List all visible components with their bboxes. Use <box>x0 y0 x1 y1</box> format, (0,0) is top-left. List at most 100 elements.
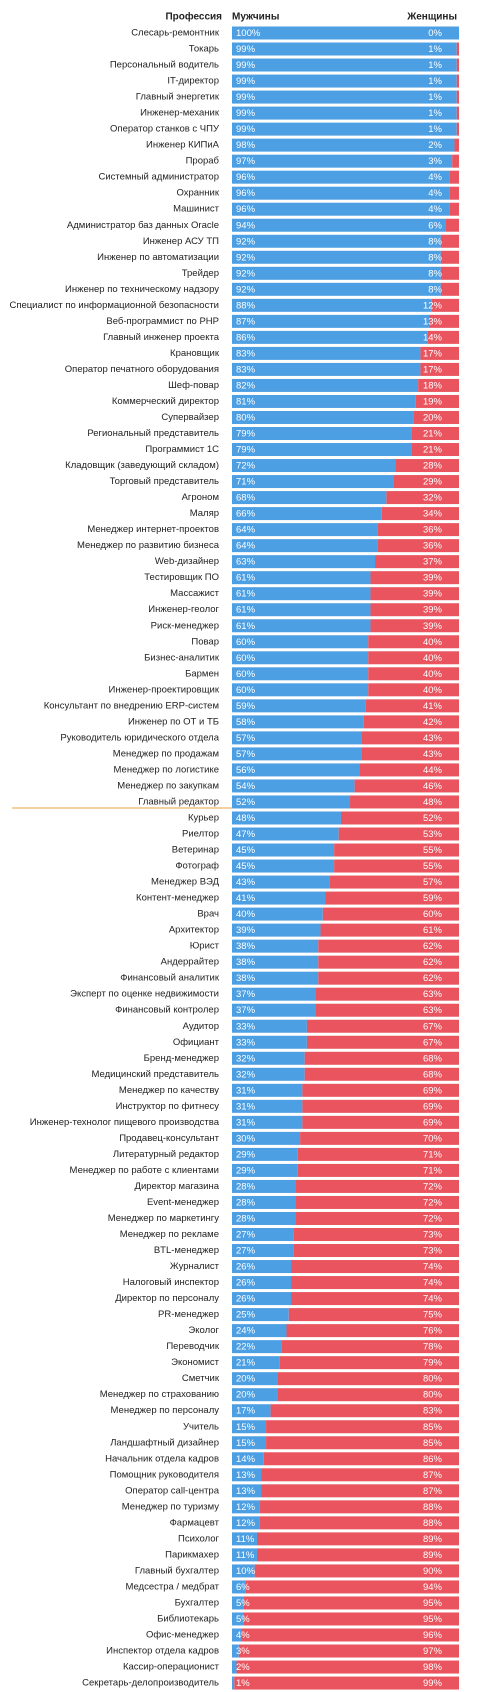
bar-segment <box>232 202 450 216</box>
bar-segment <box>325 891 459 905</box>
value-label: 97% <box>423 1646 443 1657</box>
value-label: 40% <box>423 685 443 696</box>
bar-segment <box>232 1051 305 1065</box>
value-label: 38% <box>236 957 256 968</box>
value-label: 44% <box>423 765 443 776</box>
value-label: 43% <box>423 733 443 744</box>
value-label: 62% <box>423 973 443 984</box>
bar-segment <box>293 1244 459 1258</box>
category-label: Инженер АСУ ТП <box>143 236 219 247</box>
bar-segment <box>381 507 459 521</box>
bar-segment <box>270 1404 459 1418</box>
bar-segment <box>238 1644 459 1658</box>
category-label: Инженер по техническому надзору <box>65 284 219 295</box>
category-label: Инженер по автоматизации <box>97 252 219 263</box>
category-label: Врач <box>197 909 219 920</box>
bar-segment <box>370 619 459 633</box>
bar-segment <box>232 1388 278 1402</box>
value-label: 57% <box>423 877 443 888</box>
bar-segment <box>232 1115 303 1129</box>
bar-segment <box>449 186 459 200</box>
value-label: 89% <box>423 1550 443 1561</box>
bar-segment <box>295 1179 459 1193</box>
category-label: Кассир-операционист <box>123 1662 220 1673</box>
bar-segment <box>318 971 459 985</box>
value-label: 33% <box>236 1021 256 1032</box>
value-label: 5% <box>236 1598 250 1609</box>
value-label: 73% <box>423 1246 443 1257</box>
category-label: Оператор call-центра <box>125 1485 220 1496</box>
value-label: 8% <box>428 236 442 247</box>
value-label: 88% <box>236 300 256 311</box>
bar-segment <box>393 475 459 489</box>
value-label: 55% <box>423 845 443 856</box>
value-label: 92% <box>236 268 256 279</box>
bar-segment <box>232 1099 303 1113</box>
value-label: 10% <box>236 1566 256 1577</box>
value-label: 71% <box>236 477 256 488</box>
bar-segment <box>232 362 421 376</box>
category-label: Менеджер по продажам <box>113 748 219 759</box>
bar-segment <box>232 763 360 777</box>
value-label: 20% <box>236 1374 256 1385</box>
bar-segment <box>232 539 378 553</box>
value-label: 69% <box>423 1117 443 1128</box>
value-label: 61% <box>236 605 256 616</box>
value-label: 92% <box>236 236 256 247</box>
legend-entry: Мужчины <box>232 12 279 23</box>
category-label: Агроном <box>182 492 219 503</box>
bar-segment <box>370 603 459 617</box>
bar-segment <box>232 410 414 424</box>
bar-segment <box>293 1228 459 1241</box>
value-label: 52% <box>236 797 256 808</box>
bar-segment <box>232 603 371 617</box>
value-label: 12% <box>236 1502 256 1513</box>
bar-segment <box>368 635 459 649</box>
value-label: 95% <box>423 1598 443 1609</box>
value-label: 37% <box>423 557 443 568</box>
value-label: 41% <box>236 893 256 904</box>
category-label: Ландшафтный дизайнер <box>110 1437 219 1448</box>
bar-segment <box>232 1195 296 1209</box>
category-label: Коммерческий директор <box>112 396 219 407</box>
value-label: 42% <box>423 717 443 728</box>
bar-segment <box>281 1340 459 1354</box>
bar-segment <box>232 427 412 440</box>
bar-segment <box>232 1596 244 1610</box>
value-label: 69% <box>423 1101 443 1112</box>
value-label: 74% <box>423 1278 443 1289</box>
category-label: Машинист <box>173 204 220 215</box>
category-label: Массажист <box>170 588 219 599</box>
category-label: Риск-менеджер <box>151 620 219 631</box>
bar-segment <box>232 1404 271 1418</box>
value-label: 39% <box>236 925 256 936</box>
bar-segment <box>256 1548 459 1562</box>
value-label: 31% <box>236 1085 256 1096</box>
category-label: Финансовый аналитик <box>120 973 220 984</box>
bar-segment <box>266 1436 459 1450</box>
bar-segment <box>277 1372 459 1386</box>
bar-segment <box>232 555 376 569</box>
bar-segment <box>456 122 459 136</box>
bar-segment <box>411 427 459 440</box>
bar-segment <box>320 923 459 937</box>
bar-segment <box>232 459 396 473</box>
value-label: 31% <box>236 1101 256 1112</box>
bar-segment <box>241 1628 459 1642</box>
bar-segment <box>261 1484 459 1498</box>
value-label: 78% <box>423 1342 443 1353</box>
bar-segment <box>431 298 459 312</box>
value-label: 60% <box>236 637 256 648</box>
value-label: 60% <box>236 653 256 664</box>
value-label: 99% <box>236 76 256 87</box>
bar-segment <box>232 1067 305 1081</box>
value-label: 4% <box>428 172 442 183</box>
bar-segment <box>232 907 323 921</box>
bar-segment <box>232 635 369 649</box>
value-label: 13% <box>423 316 443 327</box>
bar-segment <box>456 58 459 72</box>
category-label: Повар <box>191 636 219 647</box>
bar-segment <box>302 1099 459 1113</box>
bar-segment <box>304 1051 459 1065</box>
